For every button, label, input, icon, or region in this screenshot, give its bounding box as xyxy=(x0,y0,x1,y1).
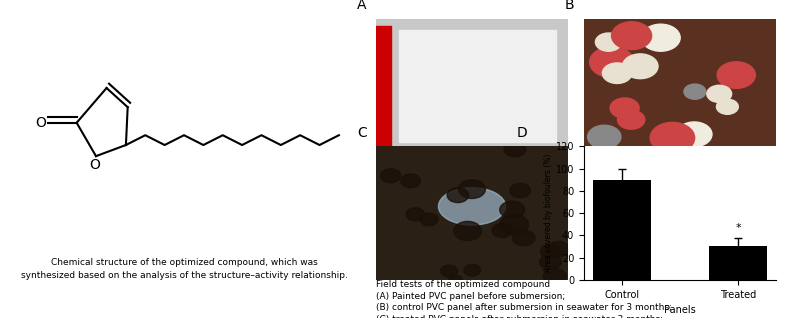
Circle shape xyxy=(504,142,526,157)
Circle shape xyxy=(595,33,622,51)
Text: Field tests of the optimized compound
(A) Painted PVC panel before submersion;
(: Field tests of the optimized compound (A… xyxy=(376,280,796,318)
Circle shape xyxy=(458,180,486,198)
Circle shape xyxy=(541,244,561,258)
Ellipse shape xyxy=(438,188,506,225)
Text: D: D xyxy=(517,126,527,140)
Circle shape xyxy=(610,98,639,118)
Text: O: O xyxy=(89,158,100,172)
Circle shape xyxy=(441,265,458,277)
Circle shape xyxy=(512,230,535,246)
Circle shape xyxy=(590,47,634,78)
Text: O: O xyxy=(35,116,46,130)
Circle shape xyxy=(717,62,755,88)
Circle shape xyxy=(618,110,645,129)
Text: A: A xyxy=(357,0,366,12)
Circle shape xyxy=(454,221,482,241)
Circle shape xyxy=(447,188,469,203)
Circle shape xyxy=(449,275,462,284)
Circle shape xyxy=(622,54,658,79)
Y-axis label: Area covered by biofoulers (%): Area covered by biofoulers (%) xyxy=(544,154,553,272)
Circle shape xyxy=(540,254,562,270)
Bar xyxy=(709,246,767,280)
Circle shape xyxy=(547,241,570,257)
Circle shape xyxy=(602,63,632,83)
Circle shape xyxy=(401,174,421,188)
Circle shape xyxy=(650,122,694,153)
Text: *: * xyxy=(735,223,741,233)
Circle shape xyxy=(707,85,732,102)
Circle shape xyxy=(500,215,529,235)
X-axis label: Panels: Panels xyxy=(664,305,696,315)
Circle shape xyxy=(677,122,712,147)
Circle shape xyxy=(510,183,530,197)
Circle shape xyxy=(420,213,438,226)
Circle shape xyxy=(642,24,680,51)
Circle shape xyxy=(406,208,425,221)
Bar xyxy=(376,26,391,146)
Circle shape xyxy=(588,125,621,149)
Circle shape xyxy=(717,99,738,114)
Circle shape xyxy=(492,223,512,238)
Circle shape xyxy=(543,268,566,285)
Circle shape xyxy=(500,201,525,218)
Circle shape xyxy=(611,22,652,50)
Text: Chemical structure of the optimized compound, which was
synthesized based on the: Chemical structure of the optimized comp… xyxy=(21,258,347,280)
Bar xyxy=(399,30,557,142)
Bar xyxy=(593,180,651,280)
Circle shape xyxy=(684,84,706,99)
Circle shape xyxy=(381,169,401,183)
Text: B: B xyxy=(565,0,574,12)
Circle shape xyxy=(464,265,481,276)
Text: C: C xyxy=(357,126,366,140)
